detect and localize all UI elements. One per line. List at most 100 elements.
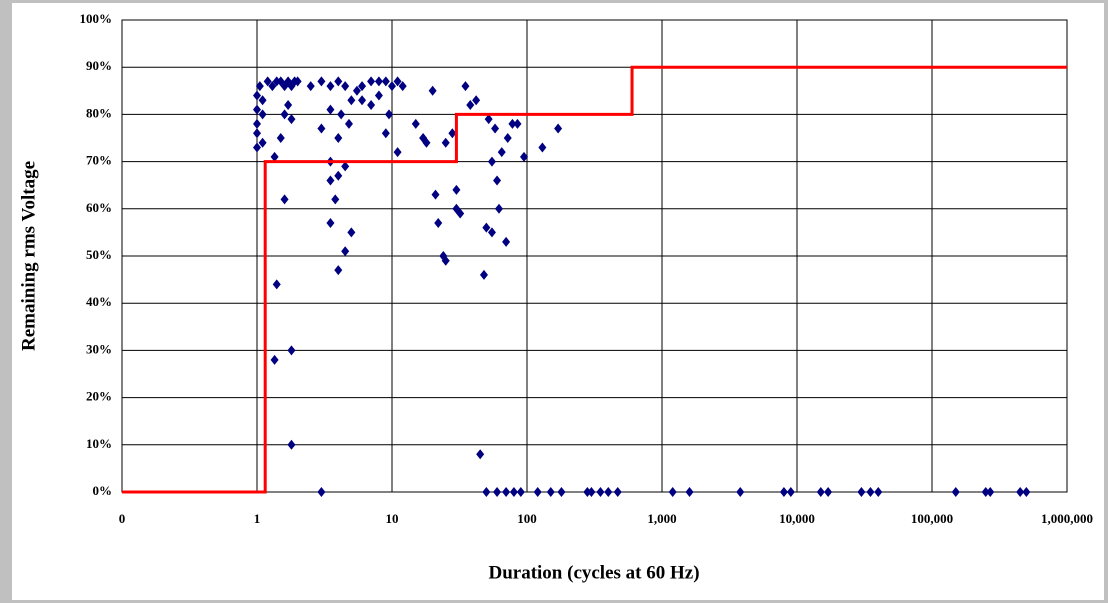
data-point [374, 90, 383, 101]
x-tick-label: 1,000,000 [1041, 511, 1093, 526]
data-point [287, 439, 296, 450]
data-point [334, 133, 343, 143]
x-tick-label: 0 [119, 511, 126, 526]
data-point [533, 487, 542, 497]
data-point [344, 118, 353, 129]
data-point [258, 109, 267, 120]
data-point [866, 487, 875, 497]
chart-area [12, 3, 1104, 600]
x-tick-label: 100,000 [911, 511, 953, 526]
data-point [824, 487, 833, 497]
data-point [255, 81, 264, 92]
y-tick-label: 60% [86, 200, 112, 215]
x-tick-label: 10,000 [779, 511, 815, 526]
data-point [317, 487, 326, 497]
data-point [874, 487, 883, 497]
data-point [253, 90, 261, 101]
data-point [306, 81, 315, 92]
data-point [554, 123, 563, 134]
data-point [270, 354, 279, 365]
x-tick-label: 1,000 [647, 511, 676, 526]
data-point [668, 487, 677, 497]
data-point [317, 123, 326, 134]
data-point [502, 236, 511, 247]
data-point [538, 142, 547, 153]
data-point [509, 487, 518, 497]
data-point [434, 217, 443, 228]
data-point [422, 137, 431, 148]
data-point [493, 487, 502, 497]
y-tick-label: 10% [86, 436, 112, 451]
data-point [341, 81, 350, 92]
data-point [253, 142, 261, 153]
data-point [334, 265, 343, 276]
data-point [326, 217, 335, 228]
data-point [326, 104, 335, 115]
x-tick-label: 1 [254, 511, 261, 526]
data-point [951, 487, 960, 497]
data-point [557, 487, 566, 497]
data-point [493, 175, 502, 186]
data-point [367, 99, 376, 110]
data-point [472, 95, 481, 106]
data-point [779, 487, 788, 497]
data-point [448, 128, 457, 139]
data-point [287, 114, 296, 125]
data-point [326, 81, 335, 92]
data-point [384, 109, 393, 120]
data-point [284, 99, 293, 110]
data-point [487, 156, 496, 167]
data-point [497, 147, 506, 158]
data-point [258, 95, 267, 106]
data-point [347, 95, 356, 106]
x-tick-label: 100 [517, 511, 537, 526]
y-tick-label: 20% [86, 389, 112, 404]
data-point [476, 449, 485, 460]
x-axis-title: Duration (cycles at 60 Hz) [488, 562, 699, 583]
data-point [428, 85, 437, 96]
data-point [604, 487, 613, 497]
data-point [272, 76, 281, 87]
data-point [268, 81, 277, 92]
data-point [398, 81, 407, 92]
data-point [583, 487, 592, 497]
data-point [452, 184, 461, 195]
data-point [334, 170, 343, 181]
data-point [857, 487, 866, 497]
y-tick-label: 70% [86, 153, 112, 168]
data-point [287, 345, 296, 356]
data-point [482, 487, 491, 497]
data-point [358, 95, 367, 106]
data-point [736, 487, 745, 497]
data-point [484, 114, 493, 125]
data-point [381, 76, 390, 87]
data-point [341, 246, 350, 257]
data-point [393, 76, 402, 87]
data-point [411, 118, 420, 129]
data-point [393, 147, 402, 158]
data-point [358, 81, 367, 92]
data-point [816, 487, 825, 497]
data-point [253, 118, 261, 129]
data-point [276, 133, 285, 143]
data-point [482, 222, 491, 233]
data-point [367, 76, 376, 87]
y-tick-label: 0% [93, 483, 113, 498]
data-point [596, 487, 605, 497]
data-point [519, 151, 528, 162]
data-point [272, 279, 281, 290]
data-point [326, 175, 335, 186]
data-point [587, 487, 596, 497]
x-tick-label: 10 [386, 511, 399, 526]
y-tick-label: 40% [86, 294, 112, 309]
data-point [253, 128, 261, 139]
data-point [491, 123, 500, 134]
data-point [487, 227, 496, 238]
data-point [337, 109, 346, 120]
data-point [347, 227, 356, 238]
data-point [461, 81, 470, 92]
data-point [280, 109, 289, 120]
data-point [508, 118, 517, 129]
data-point [270, 151, 279, 162]
y-tick-label: 90% [86, 58, 112, 73]
